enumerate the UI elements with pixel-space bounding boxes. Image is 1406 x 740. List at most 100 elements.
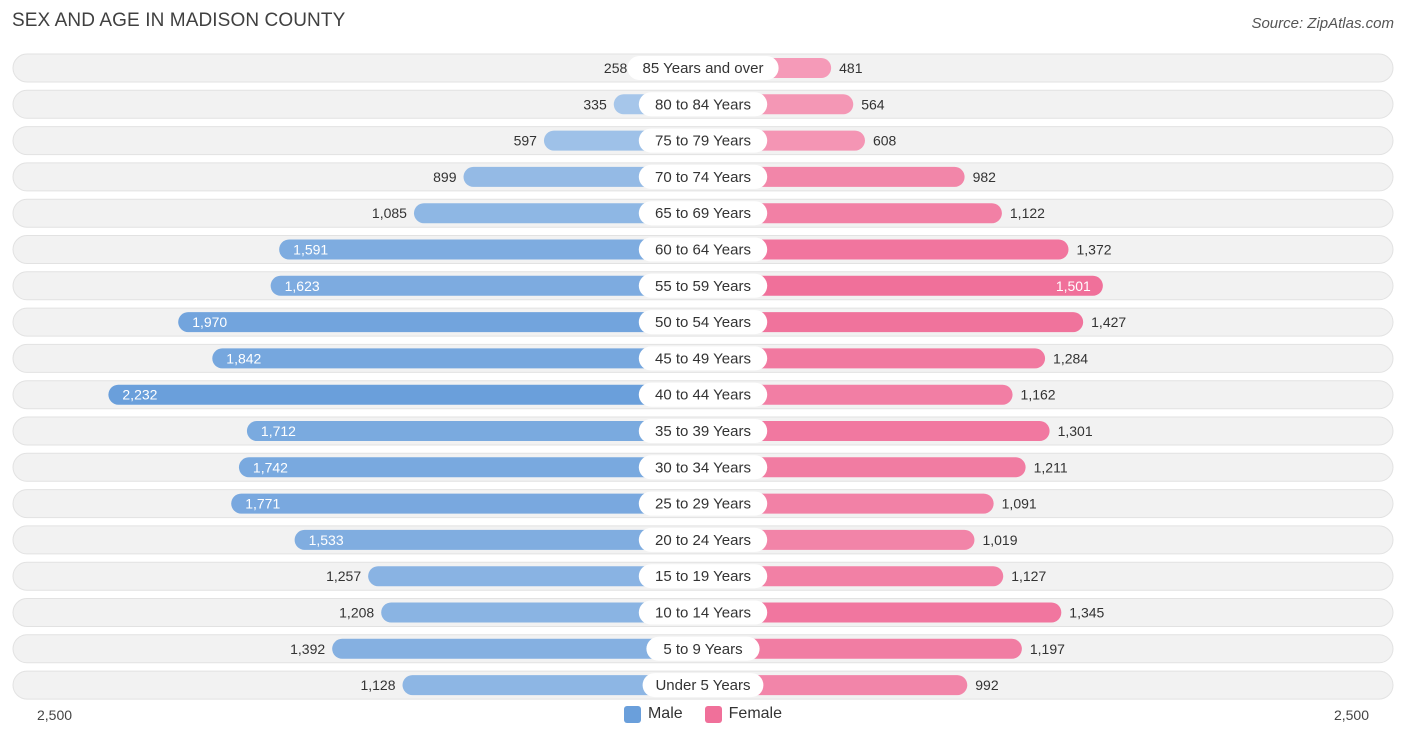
age-label-pill	[638, 455, 768, 480]
legend: Male Female	[0, 705, 1406, 723]
age-label-pill	[638, 600, 768, 625]
age-label-pill	[638, 382, 768, 407]
female-bar	[703, 312, 1084, 333]
male-bar	[270, 275, 703, 296]
age-label-pill	[638, 564, 768, 589]
female-bar	[703, 602, 1062, 623]
age-label-pill	[638, 201, 768, 226]
female-value-label: 1,162	[1021, 387, 1056, 403]
female-bar	[703, 421, 1050, 441]
age-label-pill	[646, 636, 760, 661]
legend-swatch-male	[623, 705, 641, 723]
male-bar	[368, 566, 703, 587]
legend-item-male[interactable]: Male	[623, 705, 683, 723]
male-value-label: 1,771	[245, 496, 280, 512]
axis-label-right: 2,500	[1333, 707, 1369, 723]
female-bar	[703, 566, 1004, 587]
male-value-label: 1,970	[192, 314, 227, 330]
male-bar	[402, 675, 703, 696]
female-value-label: 608	[873, 133, 897, 149]
female-bar	[703, 529, 975, 550]
female-bar	[703, 384, 1013, 405]
female-value-label: 1,301	[1058, 423, 1093, 439]
female-value-label: 1,284	[1053, 350, 1088, 366]
female-value-label: 1,501	[1056, 278, 1091, 294]
legend-label-female: Female	[728, 705, 783, 722]
female-value-label: 1,345	[1069, 605, 1104, 621]
age-label-pill	[627, 56, 779, 80]
female-value-label: 1,211	[1034, 459, 1068, 475]
age-group-label: Under 5 Years	[655, 677, 750, 694]
legend-swatch-female	[704, 705, 722, 723]
male-value-label: 1,742	[253, 459, 288, 475]
female-value-label: 1,019	[982, 532, 1017, 548]
age-group-label: 10 to 14 Years	[655, 605, 751, 622]
female-bar	[703, 675, 968, 696]
female-bar	[703, 638, 1022, 659]
age-label-pill	[638, 419, 768, 443]
male-value-label: 1,128	[360, 677, 395, 693]
female-bar	[703, 348, 1046, 369]
age-group-label: 20 to 24 Years	[655, 532, 751, 549]
male-bar	[413, 203, 703, 224]
male-bar	[279, 239, 703, 260]
age-group-label: 40 to 44 Years	[655, 387, 751, 404]
female-bar	[703, 203, 1002, 224]
age-group-label: 30 to 34 Years	[655, 459, 751, 476]
age-label-pill	[638, 346, 768, 371]
age-label-pill	[638, 128, 768, 153]
age-label-pill	[638, 164, 768, 189]
age-label-pill	[638, 491, 768, 516]
male-bar	[332, 638, 703, 659]
male-bar	[246, 421, 703, 441]
age-group-label: 45 to 49 Years	[655, 350, 751, 367]
female-bar	[703, 239, 1069, 260]
female-bar	[703, 493, 994, 514]
age-label-pill	[638, 310, 768, 335]
male-value-label: 1,842	[226, 350, 261, 366]
male-value-label: 1,257	[326, 568, 361, 584]
male-value-label: 597	[514, 133, 538, 149]
age-group-label: 85 Years and over	[643, 60, 764, 77]
female-value-label: 1,091	[1002, 496, 1037, 512]
age-group-label: 50 to 54 Years	[655, 314, 751, 331]
legend-label-male: Male	[647, 705, 683, 722]
age-group-label: 70 to 74 Years	[655, 169, 751, 186]
age-label-pill	[642, 673, 764, 698]
age-group-label: 15 to 19 Years	[655, 568, 751, 585]
female-value-label: 1,197	[1030, 641, 1065, 657]
male-value-label: 1,712	[261, 423, 296, 439]
female-value-label: 1,372	[1077, 242, 1112, 258]
age-group-label: 75 to 79 Years	[655, 133, 751, 150]
female-value-label: 1,122	[1010, 205, 1045, 221]
female-value-label: 982	[973, 169, 997, 185]
age-group-label: 25 to 29 Years	[655, 496, 751, 513]
age-label-pill	[638, 273, 768, 298]
female-bar	[703, 457, 1026, 478]
female-value-label: 564	[861, 96, 885, 112]
age-label-pill	[638, 92, 768, 117]
female-value-label: 481	[839, 60, 863, 76]
male-value-label: 258	[604, 60, 628, 76]
male-value-label: 1,591	[293, 242, 328, 258]
age-label-pill	[638, 527, 768, 552]
male-bar	[231, 493, 703, 514]
female-value-label: 1,427	[1091, 314, 1126, 330]
age-group-label: 35 to 39 Years	[655, 423, 751, 440]
female-value-label: 1,127	[1011, 568, 1046, 584]
male-value-label: 1,208	[339, 605, 374, 621]
female-bar	[703, 166, 965, 187]
male-bar	[294, 529, 703, 550]
chart-title: SEX AND AGE IN MADISON COUNTY	[12, 10, 346, 31]
male-value-label: 899	[433, 169, 457, 185]
male-bar	[238, 457, 703, 478]
female-bar	[703, 275, 1103, 296]
age-group-label: 5 to 9 Years	[663, 641, 742, 658]
legend-item-female[interactable]: Female	[704, 705, 783, 723]
male-bar	[108, 384, 703, 405]
age-group-label: 65 to 69 Years	[655, 205, 751, 222]
male-value-label: 1,085	[372, 205, 407, 221]
source-credit: Source: ZipAtlas.com	[1251, 15, 1394, 32]
male-bar	[381, 602, 703, 623]
